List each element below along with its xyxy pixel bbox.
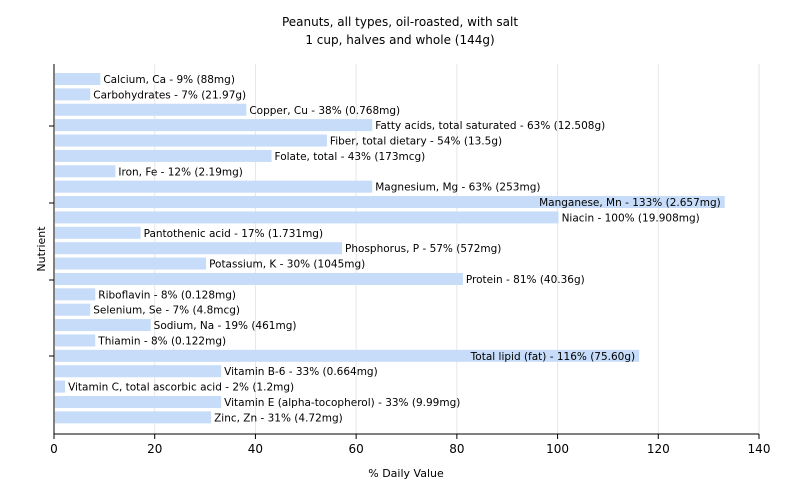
chart-subtitle: 1 cup, halves and whole (144g) — [305, 33, 494, 47]
bar — [55, 149, 272, 162]
bar — [55, 272, 463, 285]
bar-label: Carbohydrates - 7% (21.97g) — [93, 89, 246, 101]
bar-label: Niacin - 100% (19.908mg) — [562, 212, 700, 224]
bar — [55, 119, 373, 132]
y-axis-title: Nutrient — [35, 226, 48, 272]
bar-label: Copper, Cu - 38% (0.768mg) — [249, 105, 400, 117]
bar-label: Fiber, total dietary - 54% (13.5g) — [330, 136, 502, 148]
bar-label: Protein - 81% (40.36g) — [466, 274, 585, 286]
x-axis-ticks: 0 20 40 60 80 100 120 140 — [50, 434, 770, 456]
bar-label: Thiamin - 8% (0.122mg) — [97, 335, 226, 347]
bar-label: Fatty acids, total saturated - 63% (12.5… — [375, 120, 605, 132]
bar-label: Sodium, Na - 19% (461mg) — [154, 320, 297, 332]
x-tick-label: 120 — [647, 442, 670, 456]
bar-labels: Calcium, Ca - 9% (88mg) Carbohydrates - 7… — [68, 74, 721, 424]
bar — [55, 88, 91, 101]
bar — [55, 73, 101, 85]
bar-label: Vitamin C, total ascorbic acid - 2% (1.2… — [68, 382, 294, 394]
bars — [55, 73, 725, 424]
bar — [55, 134, 327, 147]
bar-label: Manganese, Mn - 133% (2.657mg) — [539, 197, 721, 209]
bar — [55, 165, 116, 178]
bar-label: Folate, total - 43% (173mcg) — [275, 151, 426, 163]
x-tick-label: 40 — [248, 442, 263, 456]
x-tick-label: 20 — [147, 442, 162, 456]
bar — [55, 196, 725, 209]
bar — [55, 242, 343, 255]
bar — [55, 365, 222, 378]
chart-title: Peanuts, all types, oil-roasted, with sa… — [282, 15, 518, 29]
bar-label: Riboflavin - 8% (0.128mg) — [98, 289, 236, 301]
x-tick-label: 140 — [748, 442, 771, 456]
bar-label: Zinc, Zn - 31% (4.72mg) — [214, 412, 343, 424]
bar-label: Calcium, Ca - 9% (88mg) — [103, 74, 235, 86]
bar-label: Pantothenic acid - 17% (1.731mg) — [144, 228, 323, 240]
bar — [55, 288, 96, 301]
bar — [55, 411, 212, 424]
bar-label: Phosphorus, P - 57% (572mg) — [345, 243, 501, 255]
x-axis-title: % Daily Value — [368, 467, 444, 480]
bar-label: Potassium, K - 30% (1045mg) — [209, 259, 365, 271]
bar-label: Selenium, Se - 7% (4.8mcg) — [93, 305, 240, 317]
bar-label: Magnesium, Mg - 63% (253mg) — [375, 182, 540, 194]
bar — [55, 211, 559, 224]
bar — [55, 380, 66, 393]
bar — [55, 103, 247, 116]
bar-label: Vitamin E (alpha-tocopherol) - 33% (9.99… — [224, 397, 460, 409]
x-tick-label: 0 — [50, 442, 58, 456]
bar-label: Iron, Fe - 12% (2.19mg) — [118, 166, 242, 178]
x-tick-label: 60 — [349, 442, 364, 456]
bar-label: Total lipid (fat) - 116% (75.60g) — [470, 351, 635, 363]
bar — [55, 349, 640, 362]
bar — [55, 319, 151, 332]
bar — [55, 226, 141, 239]
bar — [55, 257, 207, 270]
x-tick-label: 100 — [546, 442, 569, 456]
bar — [55, 334, 96, 347]
bar — [55, 395, 222, 408]
bar — [55, 303, 91, 316]
axes — [49, 64, 759, 435]
bar — [55, 180, 373, 193]
x-tick-label: 80 — [449, 442, 464, 456]
bar-label: Vitamin B-6 - 33% (0.664mg) — [224, 366, 378, 378]
